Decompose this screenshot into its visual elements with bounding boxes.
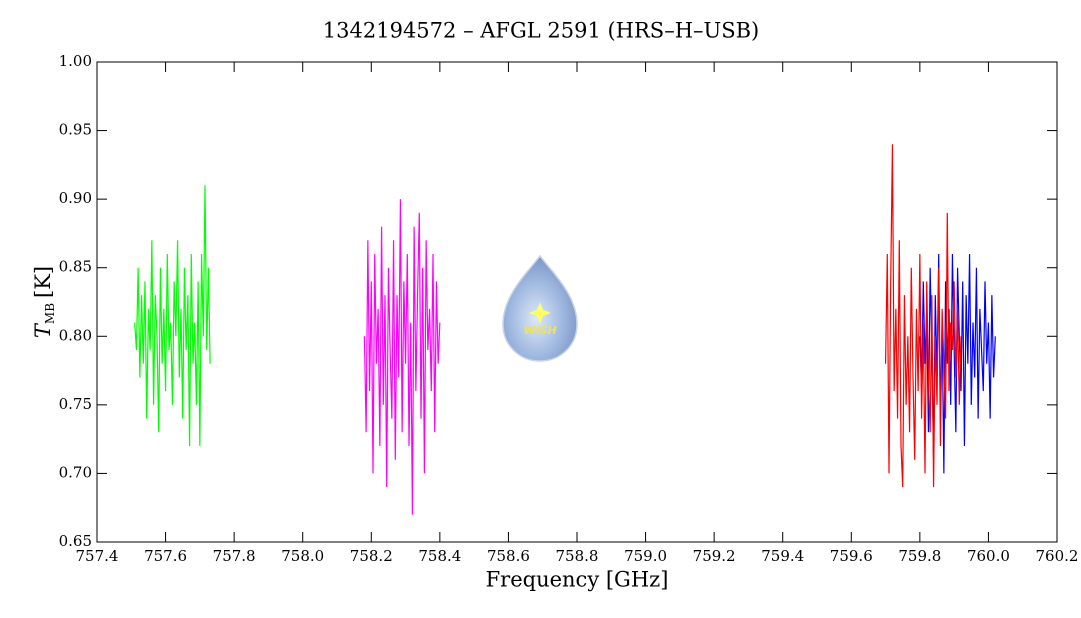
- chart-title: 1342194572 – AFGL 2591 (HRS–H–USB): [323, 19, 759, 43]
- y-tick-label: 0.70: [59, 463, 92, 481]
- logo: WISH: [502, 254, 578, 362]
- spectrum-line: [884, 144, 962, 488]
- y-tick-label: 0.85: [59, 258, 92, 276]
- y-label-subscript: MB: [43, 303, 57, 324]
- x-tick-label: 759.8: [898, 547, 941, 565]
- logo-text: WISH: [523, 324, 556, 337]
- x-tick-label: 757.4: [76, 547, 119, 565]
- y-tick-label: 0.75: [59, 395, 92, 413]
- x-tick-label: 760.2: [1036, 547, 1079, 565]
- x-tick-label: 758.8: [556, 547, 599, 565]
- x-tick-label: 758.2: [350, 547, 393, 565]
- x-tick-label: 760.0: [967, 547, 1010, 565]
- x-tick-label: 757.6: [144, 547, 187, 565]
- x-tick-label: 759.0: [624, 547, 667, 565]
- y-tick-label: 0.95: [59, 121, 92, 139]
- spectrum-line: [134, 185, 211, 447]
- y-axis-label: TMB [K]: [31, 266, 57, 338]
- y-label-unit: [K]: [31, 266, 55, 298]
- plot-frame: [96, 61, 1058, 543]
- spectrum-line: [363, 199, 441, 515]
- y-label-symbol: T: [31, 322, 55, 338]
- x-tick-label: 758.6: [487, 547, 530, 565]
- y-tick-label: 0.80: [59, 326, 92, 344]
- y-tick-label: 0.65: [59, 532, 92, 550]
- x-tick-label: 758.4: [418, 547, 461, 565]
- x-tick-label: 759.4: [761, 547, 804, 565]
- x-tick-label: 757.8: [213, 547, 256, 565]
- x-tick-label: 759.6: [830, 547, 873, 565]
- x-tick-label: 759.2: [693, 547, 736, 565]
- x-tick-label: 758.0: [281, 547, 324, 565]
- y-tick-label: 1.00: [59, 52, 92, 70]
- logo-star: [529, 302, 551, 324]
- y-tick-label: 0.90: [59, 189, 92, 207]
- x-axis-label: Frequency [GHz]: [486, 568, 669, 592]
